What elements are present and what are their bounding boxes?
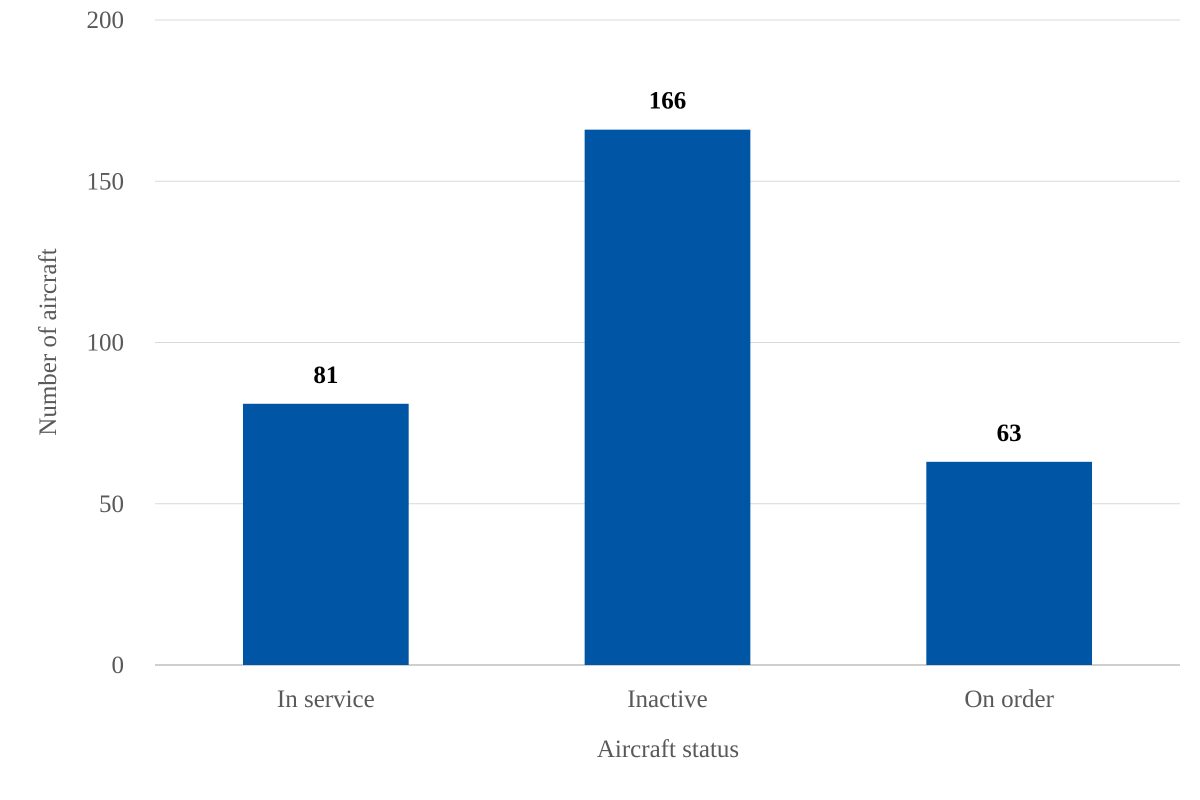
y-tick-label: 0 <box>112 652 125 679</box>
x-tick-label: On order <box>964 686 1054 713</box>
bar-value-label: 63 <box>997 420 1022 447</box>
x-axis-title: Aircraft status <box>597 736 739 763</box>
bars <box>242 129 1093 665</box>
y-tick-label: 50 <box>99 491 124 518</box>
bar-value-label: 166 <box>649 88 687 115</box>
bar-value-label: 81 <box>313 362 338 389</box>
y-tick-label: 150 <box>87 168 125 195</box>
y-tick-label: 200 <box>87 7 125 34</box>
x-tick-label: Inactive <box>627 686 708 713</box>
data-labels: 81 166 63 <box>313 88 1021 447</box>
bar <box>584 129 751 665</box>
y-axis-title: Number of aircraft <box>35 248 62 435</box>
bar <box>926 461 1093 665</box>
bar <box>242 403 409 665</box>
y-tick-label: 100 <box>87 330 125 357</box>
y-axis-ticks: 0 50 100 150 200 <box>87 7 125 679</box>
x-tick-label: In service <box>277 686 375 713</box>
x-axis-ticks: In service Inactive On order <box>277 686 1055 713</box>
